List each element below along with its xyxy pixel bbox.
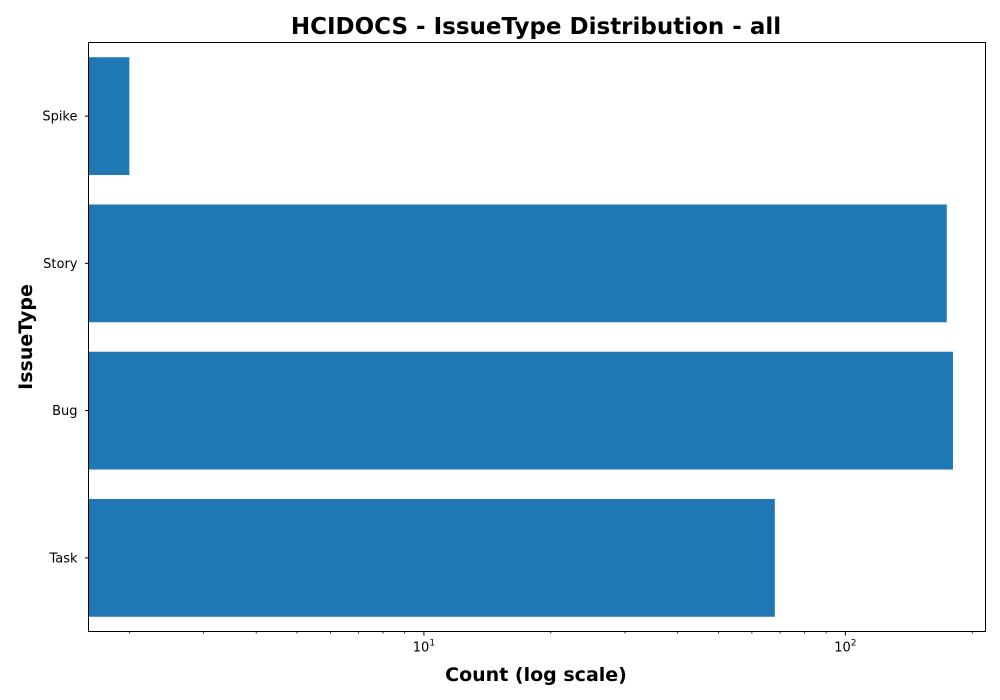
x-axis-title: Count (log scale): [445, 664, 627, 686]
bar-task: [88, 498, 775, 617]
chart-title: HCIDOCS - IssueType Distribution - all: [291, 14, 781, 40]
bars-group: [88, 57, 953, 617]
y-tick-label-bug: Bug: [52, 404, 77, 419]
plot-frame: [88, 42, 986, 632]
y-tick-label-story: Story: [43, 257, 78, 272]
y-axis-title: IssueType: [15, 284, 37, 390]
x-tick-label: 101: [413, 639, 435, 656]
x-tick-label: 102: [834, 639, 856, 656]
y-tick-label-spike: Spike: [42, 110, 77, 125]
y-axis: Task Bug Story Spike: [42, 110, 89, 566]
bar-bug: [88, 351, 953, 470]
x-axis: 101 102: [128, 631, 973, 656]
y-tick-label-task: Task: [48, 551, 78, 566]
bar-spike: [88, 57, 130, 176]
bar-story: [88, 204, 947, 323]
